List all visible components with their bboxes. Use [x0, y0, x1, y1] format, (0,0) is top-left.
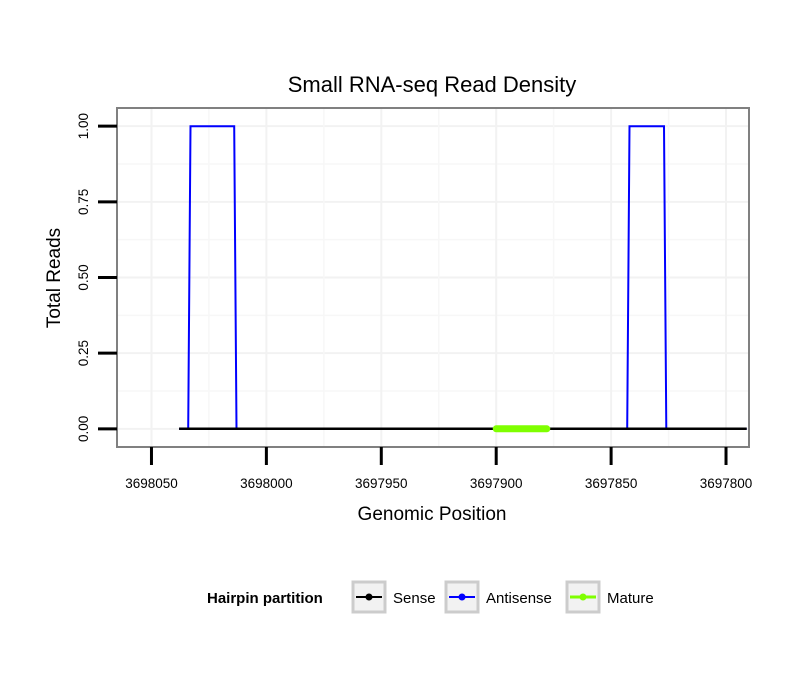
x-tick-label: 3697850 [585, 476, 638, 491]
legend-item-antisense: Antisense [444, 580, 552, 614]
x-axis-label: Genomic Position [358, 504, 507, 525]
y-tick-label: 0.25 [76, 340, 91, 366]
legend-key-point [579, 593, 587, 601]
x-tick-label: 3698050 [125, 476, 178, 491]
legend-title: Hairpin partition [207, 590, 323, 607]
legend-key-point [458, 593, 466, 601]
x-tick-label: 3697900 [470, 476, 523, 491]
legend-key-point [365, 593, 373, 601]
y-tick-label: 0.50 [76, 264, 91, 290]
legend-item-label: Mature [607, 590, 654, 607]
y-axis-label: Total Reads [44, 228, 65, 328]
x-tick-label: 3698000 [240, 476, 293, 491]
grid [117, 108, 749, 447]
axes: 0.00 0.25 0.50 0.75 1.00 3698050 3698000 369795… [76, 113, 752, 491]
x-tick-label: 3697950 [355, 476, 408, 491]
legend-item-sense: Sense [351, 580, 436, 614]
plot-series [179, 125, 747, 433]
legend-item-label: Antisense [486, 590, 552, 607]
legend-item-label: Sense [393, 590, 436, 607]
legend: Hairpin partition Sense Antisense Mature [207, 580, 654, 614]
legend-item-mature: Mature [565, 580, 654, 614]
chart-title: Small RNA-seq Read Density [288, 72, 577, 97]
x-tick-label: 3697800 [700, 476, 753, 491]
y-tick-label: 0.75 [76, 189, 91, 215]
y-tick-label: 1.00 [76, 113, 91, 139]
y-tick-label: 0.00 [76, 416, 91, 442]
